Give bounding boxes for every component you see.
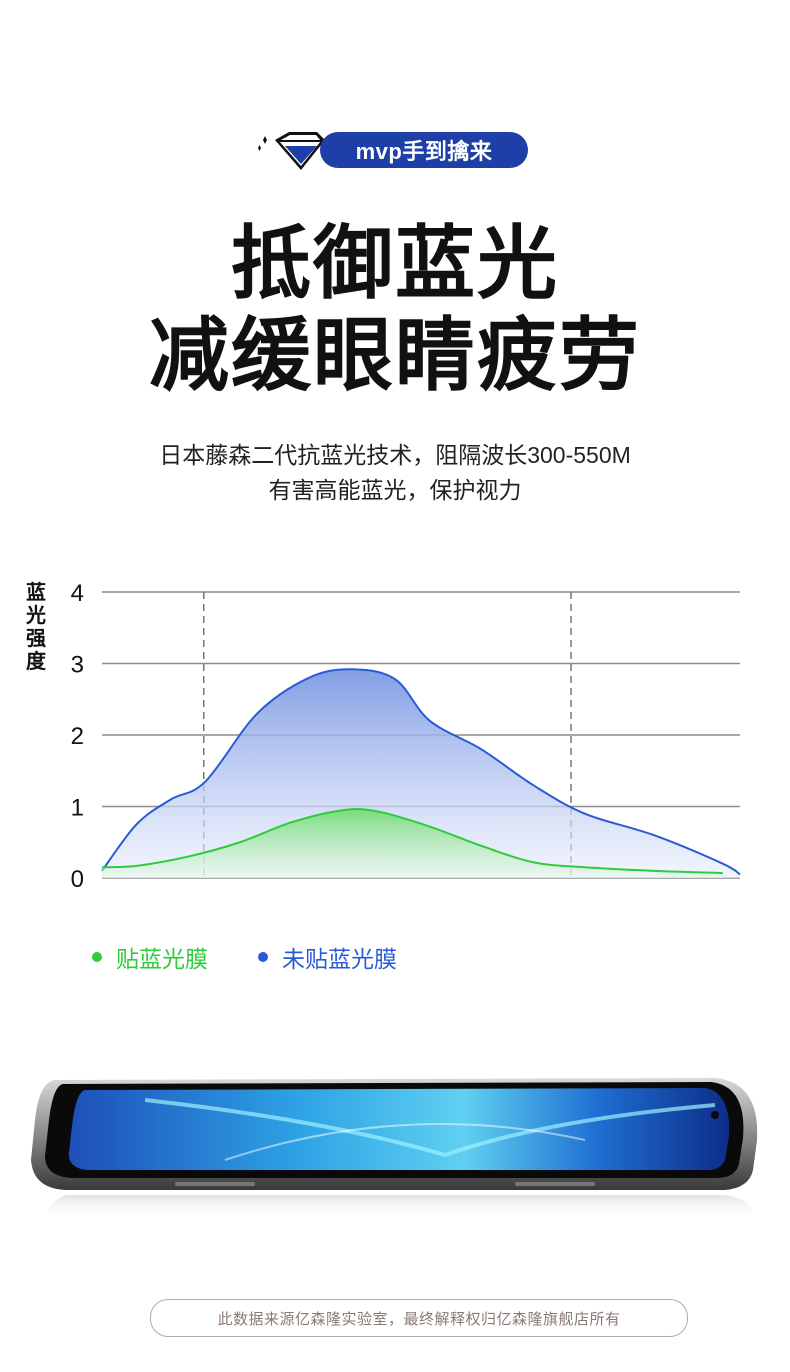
brand-badge: mvp手到擒来 <box>255 126 530 174</box>
chart-plot: 0 1 2 3 4 300 350 400 450 500 550 <box>71 580 741 926</box>
y-tick-label: 2 <box>71 723 84 750</box>
y-axis-label-char: 度 <box>26 651 46 673</box>
subtitle-line-2: 有害高能蓝光，保护视力 <box>268 477 522 503</box>
x-tick-label: 350 <box>191 899 231 900</box>
data-source-note: 此数据来源亿森隆实验室，最终解释权归亿森隆旗舰店所有 <box>150 1299 688 1337</box>
legend-item-film: 贴蓝光膜 <box>92 940 208 974</box>
legend-dot-no-film <box>258 952 268 962</box>
y-tick-label: 4 <box>71 580 84 607</box>
x-tick-label: 400 <box>277 899 317 900</box>
x-tick-label: 300 <box>104 899 144 900</box>
area-fill-series-1 <box>102 669 740 878</box>
y-axis-label-char: 强 <box>26 628 46 650</box>
y-tick-label: 3 <box>71 652 84 679</box>
series-line-1 <box>101 668 741 876</box>
y-axis-label-char: 光 <box>26 605 46 627</box>
legend-label-film: 贴蓝光膜 <box>116 946 208 972</box>
y-tick-label: 0 <box>71 866 84 893</box>
x-tick-label: 550 <box>536 899 576 900</box>
smartphone-icon <box>31 1078 758 1220</box>
badge-label: mvp手到擒来 <box>320 132 528 168</box>
legend-item-no-film: 未贴蓝光膜 <box>258 940 397 974</box>
area-fill-series-0 <box>102 809 723 878</box>
y-tick-label: 1 <box>71 795 84 822</box>
y-axis-label-char: 蓝 <box>26 582 46 604</box>
series-line-0 <box>101 808 723 874</box>
headline-line-2: 减缓眼睛疲劳 <box>149 311 641 400</box>
legend-label-no-film: 未贴蓝光膜 <box>282 946 397 972</box>
headline-line-1: 抵御蓝光 <box>231 219 559 308</box>
subtitle-line-1: 日本藤森二代抗蓝光技术，阻隔波长300-550M <box>159 442 631 468</box>
legend-dot-film <box>92 952 102 962</box>
x-tick-label: 450 <box>363 899 403 900</box>
x-tick-label: 500 <box>449 899 489 900</box>
diamond-icon <box>258 132 325 170</box>
